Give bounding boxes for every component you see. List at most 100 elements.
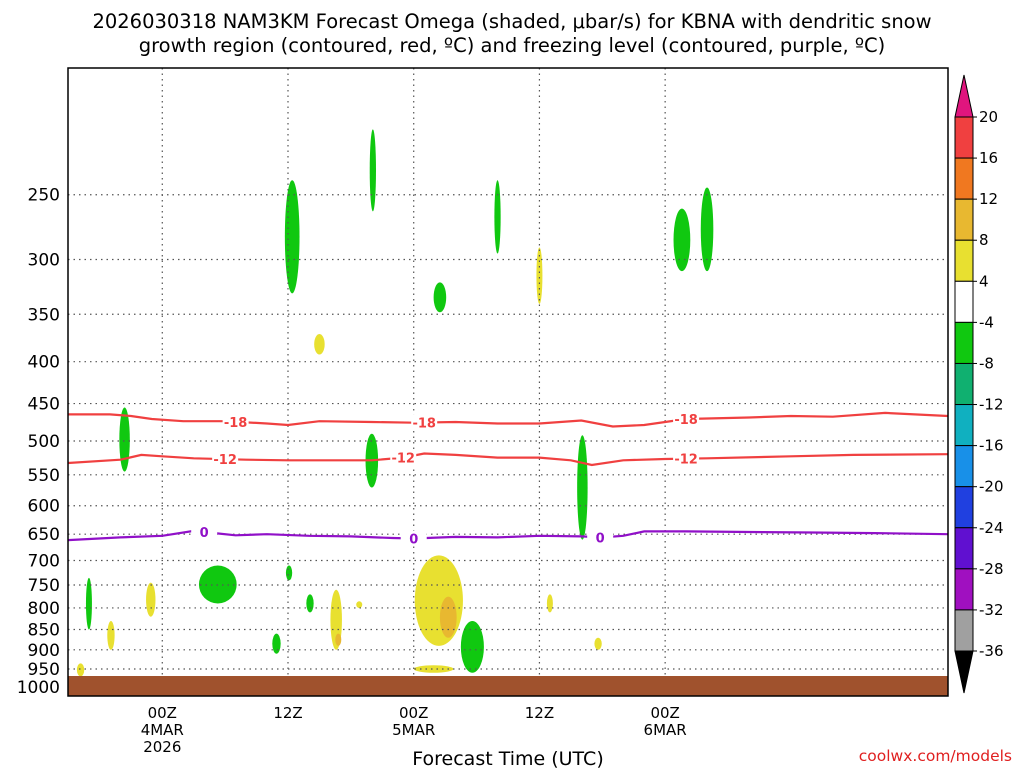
omega-region-2 [369,129,376,212]
contour-label--12: -12 [391,452,415,467]
y-tick-label-550: 550 [28,466,60,486]
y-tick-label-600: 600 [28,497,60,517]
omega-region-1 [284,180,300,294]
x-tick-label-h6-1: 4MAR [141,721,184,739]
colorbar-swatch-5 [954,280,974,323]
contour-label-bg [673,450,700,467]
x-tick-label-h30-0: 00Z [399,704,428,722]
y-tick-label-350: 350 [28,305,60,325]
x-tick-label-h18-0: 12Z [273,704,302,722]
y-tick-label-400: 400 [28,353,60,373]
x-tick-label-h6-2: 2026 [143,738,181,756]
surface-ground [68,676,948,696]
colorbar-label-9: -20 [979,478,1004,496]
y-tick-label-750: 750 [28,576,60,596]
omega-region-5 [577,435,588,540]
omega-region-14 [460,621,484,673]
contour-label-0: 0 [596,531,605,546]
omega-region-11 [285,565,293,581]
colorbar-label-13: -36 [979,642,1004,660]
colorbar-label-3: 8 [979,231,989,249]
chart-title-line-1: 2026030318 NAM3KM Forecast Omega (shaded… [92,10,931,33]
colorbar-swatch-2 [954,157,974,200]
x-tick-label-h54-1: 6MAR [644,721,687,739]
colorbar-label-5: -4 [979,313,994,331]
y-tick-label-300: 300 [28,250,60,270]
colorbar-top-triangle [954,74,974,118]
y-tick-label-250: 250 [28,186,60,206]
y-tick-label-800: 800 [28,599,60,619]
omega-region-19 [76,663,85,677]
colorbar-swatch-8 [954,404,974,447]
colorbar-label-10: -24 [979,519,1004,537]
contour-label--18: -18 [412,417,436,432]
colorbar-bottom-triangle [954,650,974,694]
colorbar-label-7: -12 [979,396,1004,414]
contour-label--12: -12 [213,453,237,468]
omega-shading [76,129,714,677]
omega-region-6 [494,180,501,254]
omega-region-27 [335,633,342,646]
omega-region-22 [414,555,463,646]
colorbar-label-2: 12 [979,190,998,208]
omega-region-21 [356,601,363,608]
omega-region-8 [673,208,691,272]
omega-region-7 [700,187,714,272]
omega-region-13 [272,633,281,654]
y-axis: 2503003504004505005506006507007508008509… [17,186,60,699]
contour-label-bg [390,449,417,466]
x-axis-title: Forecast Time (UTC) [412,748,603,768]
omega-region-12 [306,594,314,613]
colorbar-label-11: -28 [979,560,1004,578]
colorbar-label-0: 20 [979,108,998,126]
colorbar-swatch-4 [954,239,974,282]
colorbar-label-6: -8 [979,354,994,372]
omega-region-17 [146,582,156,617]
contour-label-bg [212,451,239,468]
contour-label--18: -18 [224,416,248,431]
colorbar-label-1: 16 [979,149,998,167]
colorbar-swatch-9 [954,445,974,488]
colorbar-swatch-6 [954,321,974,364]
omega-region-15 [314,333,325,355]
y-tick-label-450: 450 [28,395,60,415]
contour-label-0: 0 [200,526,209,541]
chart-title-line-2: growth region (contoured, red, ºC) and f… [139,34,886,57]
grid-lines [68,68,948,696]
omega-region-24 [546,594,553,613]
x-tick-label-h42-0: 12Z [525,704,554,722]
y-tick-label-700: 700 [28,552,60,572]
omega-region-10 [85,577,92,630]
y-tick-label-1000: 1000 [17,678,60,698]
omega-region-3 [433,282,447,313]
plot-frame [67,67,949,697]
colorbar-swatch-13 [954,609,974,652]
colorbar-swatch-3 [954,198,974,241]
colorbar-label-4: 4 [979,272,989,290]
contour--18 [68,411,948,428]
contour-label-bg [587,529,614,546]
colorbar-label-12: -32 [979,601,1004,619]
contour-label--18: -18 [674,413,698,428]
omega-region-23 [413,665,454,673]
contour-label-bg [400,530,427,547]
contour-label-0: 0 [409,533,418,548]
x-tick-label-h54-0: 00Z [650,704,679,722]
colorbar-swatch-11 [954,527,974,570]
colorbar-swatch-1 [954,116,974,159]
y-tick-label-900: 900 [28,641,60,661]
omega-region-25 [594,637,602,650]
contour-label-bg [673,410,700,427]
contour-lines: -18 -18 -18 -12 -12 -12 0 0 0 [68,410,948,548]
omega-region-16 [536,247,543,304]
contour-label-bg [411,414,438,431]
omega-region-0 [119,407,130,472]
colorbar: 20 16 12 8 4 -4 -8 -12 -16 -20 -24 -28 -32 -36 [954,74,1004,694]
colorbar-label-8: -16 [979,437,1004,455]
omega-region-26 [439,596,457,638]
credit-text: coolwx.com/models [859,747,1012,765]
colorbar-swatch-7 [954,362,974,406]
y-tick-label-650: 650 [28,525,60,545]
